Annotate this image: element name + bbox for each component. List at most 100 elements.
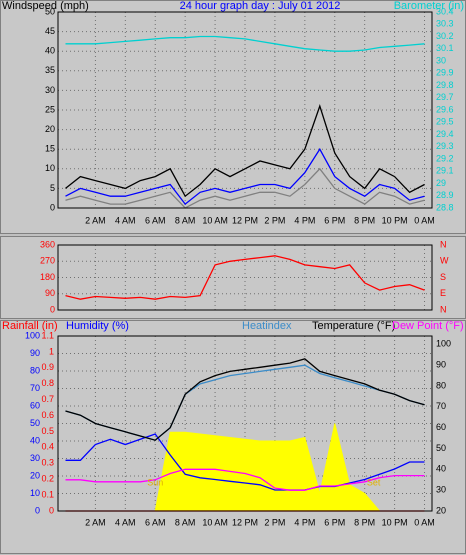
y-tick-label: 40 xyxy=(45,46,55,56)
y2-tick-label: 29.8 xyxy=(436,80,454,90)
y2-tick-label: 40 xyxy=(436,464,446,474)
x-tick-label: 2 PM xyxy=(264,215,285,225)
y2-tick-label: 90 xyxy=(436,360,446,370)
x-tick-label: 0 AM xyxy=(414,215,435,225)
line xyxy=(65,433,425,491)
x-tick-label: 8 AM xyxy=(175,517,196,527)
y2-tick-label: 30.4 xyxy=(436,6,454,16)
y-tick-label: 10 xyxy=(45,163,55,173)
legend-entry: Heatindex xyxy=(242,320,292,332)
y2-tick-label: 29.4 xyxy=(436,129,454,139)
x-tick-label: 2 PM xyxy=(264,517,285,527)
y3-tick-label: 0.7 xyxy=(41,394,54,404)
y2-tick-label: 30 xyxy=(436,55,446,65)
y-tick-label: 270 xyxy=(40,256,55,266)
y-tick-label: 10 xyxy=(30,488,40,498)
plot-frame xyxy=(57,11,433,209)
x-tick-label: 6 PM xyxy=(324,517,345,527)
y2-tick-label: 29.6 xyxy=(436,104,454,114)
legend-entry: Dew Point (°F) xyxy=(392,320,464,332)
line xyxy=(65,167,425,209)
line xyxy=(65,358,425,441)
x-tick-label: 8 PM xyxy=(354,517,375,527)
y2-tick-label: 30.2 xyxy=(436,31,454,41)
y2-tick-label: 30.1 xyxy=(436,43,454,53)
y-tick-label: 20 xyxy=(30,470,40,480)
legend-entry: Temperature (°F) xyxy=(312,320,395,332)
wind-axis-label: Windspeed (mph) xyxy=(2,0,89,12)
y-tick-label: 90 xyxy=(45,288,55,298)
x-tick-label: 4 AM xyxy=(115,517,136,527)
line xyxy=(65,104,425,198)
y2-tick-label: 30 xyxy=(436,485,446,495)
y-tick-label: 50 xyxy=(30,418,40,428)
y3-tick-label: 0.4 xyxy=(41,442,54,452)
y2-tick-label: 20 xyxy=(436,505,446,515)
y3-tick-label: 0.5 xyxy=(41,426,54,436)
x-tick-label: 4 AM xyxy=(115,215,136,225)
y2-tick-label: 29 xyxy=(436,178,446,188)
x-tick-label: 2 AM xyxy=(85,215,106,225)
y3-tick-label: 0.2 xyxy=(41,474,54,484)
y-tick-label: 15 xyxy=(45,144,55,154)
x-tick-label: 8 PM xyxy=(354,215,375,225)
y3-tick-label: 0.8 xyxy=(41,378,54,388)
y2-tick-label: 29.7 xyxy=(436,92,454,102)
y-tick-label: 25 xyxy=(45,104,55,114)
y-tick-label: 5 xyxy=(50,183,55,193)
y3-tick-label: 0.1 xyxy=(41,489,54,499)
y2-tick-label: 29.5 xyxy=(436,117,454,127)
y2-tick-label: 50 xyxy=(436,443,446,453)
y3-tick-label: 0.6 xyxy=(41,410,54,420)
y-tick-label: 30 xyxy=(45,85,55,95)
x-tick-label: 0 AM xyxy=(414,517,435,527)
x-tick-label: 6 AM xyxy=(145,517,166,527)
y-tick-label: 80 xyxy=(30,365,40,375)
y-tick-label: 100 xyxy=(25,330,40,340)
x-tick-label: 8 AM xyxy=(175,215,196,225)
y2-tick-label: 30.3 xyxy=(436,19,454,29)
y3-tick-label: 0.9 xyxy=(41,362,54,372)
y-tick-label: 20 xyxy=(45,124,55,134)
line xyxy=(65,255,425,300)
y-tick-label: 0 xyxy=(35,505,40,515)
y-tick-label: 60 xyxy=(30,400,40,410)
y2-tick-label: S xyxy=(440,272,446,282)
x-tick-label: 6 AM xyxy=(145,215,166,225)
x-tick-label: 10 AM xyxy=(202,517,228,527)
y2-tick-label: W xyxy=(440,256,449,266)
y3-tick-label: 0 xyxy=(49,505,54,515)
y-tick-label: 50 xyxy=(45,6,55,16)
line xyxy=(65,35,425,52)
y2-tick-label: 100 xyxy=(436,339,451,349)
barometer-axis-label: Barometer (in) xyxy=(394,0,464,12)
y-tick-label: 90 xyxy=(30,348,40,358)
y-tick-label: 180 xyxy=(40,272,55,282)
y-tick-label: 70 xyxy=(30,383,40,393)
y-tick-label: 360 xyxy=(40,239,55,249)
y2-tick-label: 29.1 xyxy=(436,166,454,176)
x-tick-label: 10 PM xyxy=(382,517,408,527)
x-tick-label: 12 PM xyxy=(232,215,258,225)
y2-tick-label: 29.2 xyxy=(436,153,454,163)
chart-title: 24 hour graph day : July 01 2012 xyxy=(180,0,341,12)
line xyxy=(65,468,425,491)
x-tick-label: 12 PM xyxy=(232,517,258,527)
x-tick-label: 10 AM xyxy=(202,215,228,225)
y2-tick-label: 28.8 xyxy=(436,202,454,212)
y2-tick-label: 29.9 xyxy=(436,68,454,78)
y-tick-label: 0 xyxy=(50,202,55,212)
legend-entry: Rainfall (in) xyxy=(2,320,58,332)
plot-frame xyxy=(57,244,433,311)
x-tick-label: 10 PM xyxy=(382,215,408,225)
x-tick-label: 4 PM xyxy=(294,215,315,225)
x-tick-label: 2 AM xyxy=(85,517,106,527)
x-tick-label: 4 PM xyxy=(294,517,315,527)
y3-tick-label: 1 xyxy=(49,346,54,356)
y-tick-label: 0 xyxy=(50,304,55,314)
y-tick-label: 30 xyxy=(30,453,40,463)
y2-tick-label: N xyxy=(440,239,447,249)
annotation: Sun xyxy=(147,477,163,487)
y3-tick-label: 1.1 xyxy=(41,330,54,340)
y2-tick-label: 70 xyxy=(436,401,446,411)
